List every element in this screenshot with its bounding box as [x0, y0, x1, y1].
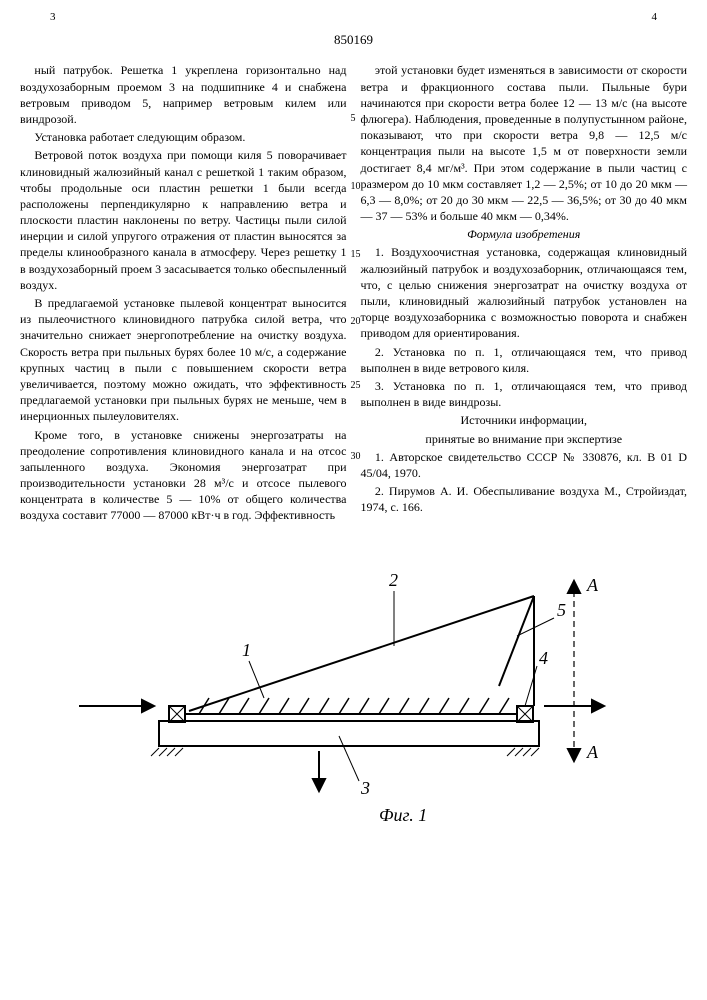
figure-label-5: 5 [557, 600, 566, 620]
claim: 3. Установка по п. 1, отличающаяся тем, … [361, 378, 688, 410]
paragraph: Кроме того, в установке снижены энергоза… [20, 427, 347, 524]
page-number-left: 3 [50, 10, 56, 25]
figure-label-1: 1 [242, 640, 251, 660]
figure-1: 1 2 3 4 5 А А Фиг. 1 [20, 536, 687, 830]
formula-title: Формула изобретения [361, 226, 688, 242]
section-label-a-top: А [586, 575, 599, 595]
claim: 2. Установка по п. 1, отличающаяся тем, … [361, 344, 688, 376]
figure-label-3: 3 [360, 778, 370, 798]
paragraph: этой установки будет изменяться в зависи… [361, 62, 688, 224]
figure-svg: 1 2 3 4 5 А А Фиг. 1 [39, 536, 669, 826]
sources-title: Источники информации, [361, 412, 688, 428]
source-item: 2. Пирумов А. И. Обеспыливание воздуха М… [361, 483, 688, 515]
right-column: 5 10 15 20 25 30 этой установки будет из… [361, 62, 688, 525]
paragraph: ный патрубок. Решетка 1 укреплена горизо… [20, 62, 347, 127]
paragraph: Установка работает следующим образом. [20, 129, 347, 145]
paragraph: В предлагаемой установке пылевой концент… [20, 295, 347, 425]
line-marker: 20 [351, 315, 361, 329]
line-marker: 25 [351, 379, 361, 393]
page-number-right: 4 [652, 10, 658, 25]
line-marker: 5 [351, 112, 356, 126]
line-marker: 15 [351, 248, 361, 262]
text-columns: ный патрубок. Решетка 1 укреплена горизо… [20, 62, 687, 525]
line-marker: 30 [351, 450, 361, 464]
page-header: 3 4 [20, 10, 687, 25]
left-column: ный патрубок. Решетка 1 укреплена горизо… [20, 62, 347, 525]
section-label-a-bottom: А [586, 742, 599, 762]
paragraph: Ветровой поток воздуха при помощи киля 5… [20, 147, 347, 293]
patent-number: 850169 [20, 31, 687, 49]
sources-subtitle: принятые во внимание при экспертизе [361, 431, 688, 447]
claim: 1. Воздухоочистная установка, содержащая… [361, 244, 688, 341]
figure-caption: Фиг. 1 [379, 805, 427, 825]
figure-label-4: 4 [539, 648, 548, 668]
line-marker: 10 [351, 180, 361, 194]
source-item: 1. Авторское свидетельство СССР № 330876… [361, 449, 688, 481]
figure-label-2: 2 [389, 570, 398, 590]
